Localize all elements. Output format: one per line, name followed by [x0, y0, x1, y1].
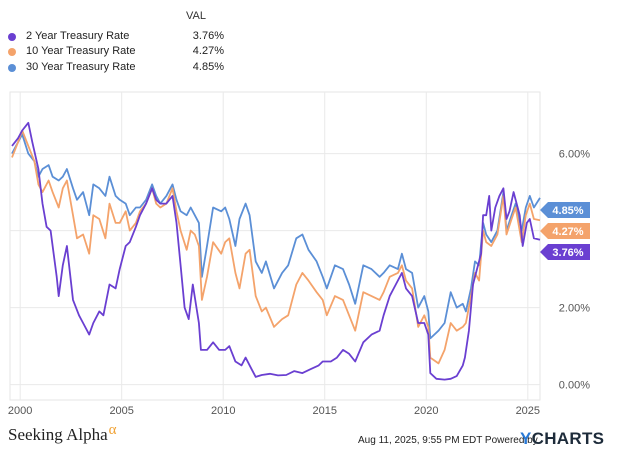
- series-dot-icon: [8, 64, 16, 72]
- legend-value-header: VAL: [186, 10, 206, 22]
- x-tick-label: 2005: [109, 405, 133, 417]
- y-tick-label: 0.00%: [559, 380, 590, 392]
- ycharts-y: Y: [520, 429, 532, 448]
- legend-item-2-year[interactable]: 2 Year Treasury Rate 3.76%: [8, 30, 228, 44]
- y-tick-label: 2.00%: [559, 303, 590, 315]
- y-tick-label: 6.00%: [559, 149, 590, 161]
- chart-footer: Seeking Alphaα Aug 11, 2025, 9:55 PM EDT…: [0, 420, 635, 456]
- series-line: [11, 129, 541, 365]
- treasury-rates-chart: 0.00%2.00%4.00%6.00%20002005201020152020…: [8, 91, 590, 417]
- chart-legend: VAL 2 Year Treasury Rate 3.76% 10 Year T…: [0, 0, 635, 90]
- end-value-tag: [540, 223, 590, 239]
- end-value-tag: [540, 202, 590, 218]
- legend-series-name: 2 Year Treasury Rate: [26, 30, 130, 42]
- series-dot-icon: [8, 33, 16, 41]
- series-dot-icon: [8, 48, 16, 56]
- legend-item-10-year[interactable]: 10 Year Treasury Rate 4.27%: [8, 45, 228, 59]
- seeking-alpha-logo[interactable]: Seeking Alphaα: [8, 422, 117, 445]
- legend-item-30-year[interactable]: 30 Year Treasury Rate 4.85%: [8, 61, 228, 75]
- ycharts-logo[interactable]: YCHARTS: [520, 429, 604, 449]
- end-value-label: 4.85%: [552, 205, 583, 217]
- brand-name: Seeking Alpha: [8, 425, 108, 444]
- x-tick-label: 2025: [516, 405, 540, 417]
- legend-series-value: 3.76%: [192, 30, 224, 42]
- end-value-label: 3.76%: [552, 247, 583, 259]
- legend-series-value: 4.85%: [192, 61, 224, 73]
- x-tick-label: 2020: [414, 405, 438, 417]
- legend-series-name: 10 Year Treasury Rate: [26, 45, 136, 57]
- ycharts-wordmark: CHARTS: [531, 429, 605, 448]
- legend-series-value: 4.27%: [192, 45, 224, 57]
- end-value-tag: [540, 244, 590, 260]
- legend-series-name: 30 Year Treasury Rate: [26, 61, 136, 73]
- series-line: [11, 133, 541, 340]
- x-tick-label: 2000: [8, 405, 32, 417]
- alpha-symbol: α: [108, 422, 117, 438]
- x-tick-label: 2015: [313, 405, 337, 417]
- plot-area: [9, 91, 541, 401]
- series-line: [11, 121, 541, 381]
- end-value-label: 4.27%: [552, 226, 583, 238]
- x-tick-label: 2010: [211, 405, 235, 417]
- timestamp-powered-by: Aug 11, 2025, 9:55 PM EDT Powered by: [358, 435, 538, 446]
